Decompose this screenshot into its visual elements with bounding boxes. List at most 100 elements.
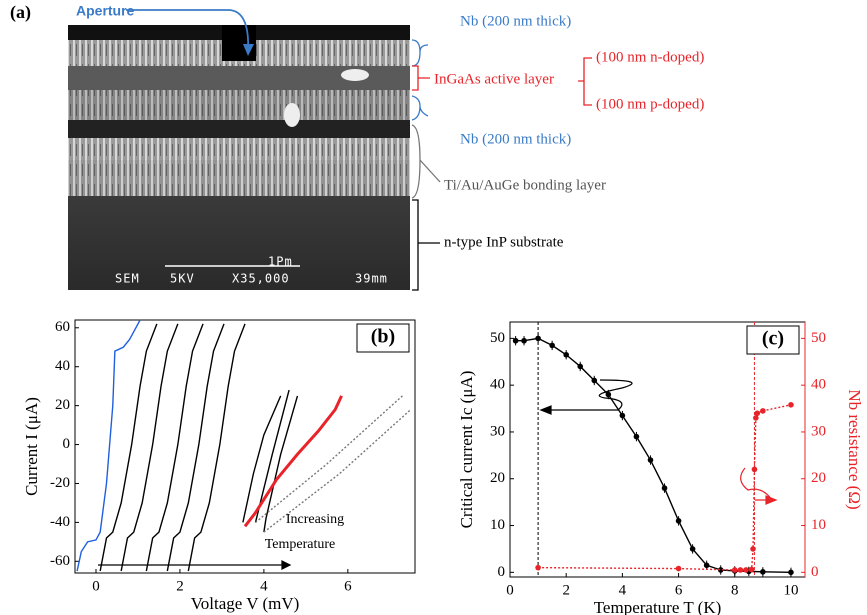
data-point: [512, 337, 519, 344]
y-tick-label: 50: [490, 330, 505, 346]
data-point: [619, 412, 626, 419]
panel-label-box: [356, 323, 410, 353]
layer-label: n-type InP substrate: [444, 234, 564, 250]
annotation-arrows: [98, 379, 778, 570]
data-point: [753, 415, 759, 421]
data-point: [689, 546, 696, 552]
y2-axis-title: Nb resistance (Ω): [845, 389, 864, 509]
layer-label: Ti/Au/AuGe bonding layer: [444, 177, 606, 193]
data-point: [633, 433, 640, 440]
data-point: [751, 466, 758, 473]
data-point: [760, 569, 766, 575]
y-tick-label: -20: [50, 475, 70, 491]
x-tick-label: 0: [506, 582, 514, 598]
series-line: [120, 323, 179, 572]
data-point: [535, 564, 541, 571]
x-axis-title: Voltage V (mV): [191, 594, 300, 613]
sem-text: 5KV: [170, 272, 195, 286]
sem-text: 39mm: [355, 272, 388, 286]
data-point: [748, 566, 755, 573]
series-line: [187, 323, 246, 572]
layer-label: Nb (200 nm thick): [460, 13, 571, 29]
x-tick-label: 8: [731, 582, 739, 598]
x-tick-label: 0: [92, 578, 100, 594]
sem-text: 1Pm: [268, 255, 293, 269]
panel-label: (a): [10, 2, 31, 23]
x-axis-title: Temperature T (K): [594, 598, 722, 615]
data-point: [647, 457, 654, 463]
series-line: [99, 323, 158, 572]
y2-tick-label: 10: [811, 517, 826, 533]
series-line: [145, 323, 204, 572]
y-tick-label: -40: [50, 514, 70, 530]
plot-frame: [74, 319, 416, 574]
y2-tick-label: 0: [811, 564, 819, 580]
annotation: Increasing: [286, 512, 344, 527]
y-tick-label: 40: [55, 358, 70, 374]
sem-image: [68, 25, 410, 290]
y-tick-label: 30: [490, 423, 505, 439]
layer-label: Nb (200 nm thick): [460, 131, 571, 147]
panel-label: (b): [371, 326, 395, 348]
data-point: [521, 337, 527, 344]
y-tick-label: 10: [490, 517, 505, 533]
data-point: [563, 351, 569, 358]
data-point: [675, 565, 682, 572]
data-point: [535, 335, 541, 342]
series-line: [255, 395, 403, 523]
x-tick-label: 10: [783, 582, 798, 598]
x-tick-label: 2: [562, 582, 570, 598]
data-point: [750, 546, 756, 552]
layer-brackets: [126, 9, 592, 291]
x-tick-label: 6: [675, 582, 683, 598]
sem-text: X35,000: [232, 272, 290, 286]
x-tick-label: 2: [176, 578, 184, 594]
data-point: [591, 377, 598, 384]
layer-label: (100 nm p-doped): [596, 96, 704, 112]
data-point: [703, 562, 710, 569]
data-point: [549, 342, 555, 349]
y2-tick-label: 40: [811, 377, 826, 393]
aperture-label: Aperture: [76, 3, 135, 19]
data-point: [760, 408, 766, 414]
y-tick-label: -60: [50, 553, 70, 569]
series-line: [254, 389, 290, 523]
y-tick-label: 40: [490, 377, 505, 393]
series-line: [515, 337, 791, 574]
y2-tick-label: 30: [811, 423, 826, 439]
data-point: [661, 485, 668, 491]
data-point: [743, 567, 749, 573]
series-line: [242, 395, 282, 523]
y-tick-label: 0: [498, 564, 506, 580]
x-tick-label: 4: [619, 582, 627, 598]
data-point: [737, 567, 744, 573]
x-tick-label: 4: [260, 578, 268, 594]
y-axis-title: Critical current Ic (μA): [457, 371, 476, 529]
layer-label: (100 nm n-doped): [596, 49, 704, 65]
y-tick-label: 0: [63, 436, 71, 452]
plot-frame: [509, 321, 806, 578]
data-point: [717, 567, 724, 573]
data-point: [754, 410, 761, 417]
layer-label: InGaAs active layer: [434, 71, 554, 87]
y-tick-label: 20: [55, 397, 70, 413]
data-point: [788, 402, 794, 408]
series-line: [243, 395, 343, 528]
panel-label-box: [746, 325, 800, 355]
y2-tick-label: 20: [811, 470, 826, 486]
data-point: [731, 567, 738, 573]
y-axis-title: Current I (μA): [22, 397, 41, 496]
x-tick-label: 6: [344, 578, 352, 594]
data-point: [605, 391, 612, 398]
series-line: [166, 323, 225, 572]
series-line: [76, 319, 141, 572]
y2-tick-label: 50: [811, 330, 826, 346]
sem-text: SEM: [115, 272, 140, 286]
data-point: [577, 363, 584, 370]
annotation: Temperature: [265, 537, 336, 552]
data-point: [788, 569, 794, 576]
y-tick-label: 60: [55, 319, 70, 335]
panel-label: (c): [762, 328, 784, 350]
